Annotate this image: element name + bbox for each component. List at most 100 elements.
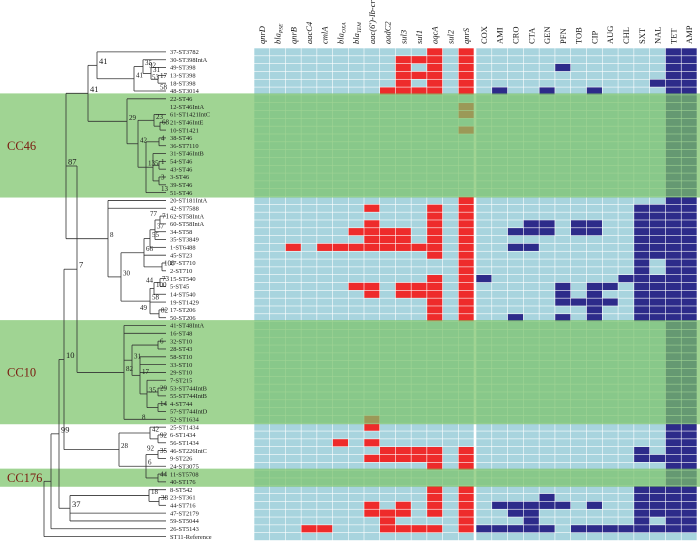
gene-cell <box>317 79 333 87</box>
gene-cell <box>285 517 301 525</box>
gene-cell <box>317 220 333 228</box>
gene-cell <box>395 48 411 56</box>
gene-cell <box>442 48 458 56</box>
gene-cell <box>411 212 427 220</box>
gene-cell <box>348 525 364 533</box>
resistance-cell <box>602 235 618 244</box>
antibiotic-column-label: TOB <box>574 27 584 44</box>
resistance-cell <box>476 454 492 463</box>
gene-cell <box>364 220 380 228</box>
gene-cell <box>458 532 474 541</box>
resistance-cell <box>523 235 539 244</box>
strain-label: ST11-Reference <box>170 534 212 541</box>
resistance-cell <box>586 275 602 283</box>
gene-cell <box>285 235 301 244</box>
resistance-cell <box>476 87 492 95</box>
gene-cell <box>317 501 333 509</box>
resistance-cell <box>539 235 555 244</box>
gene-cell <box>458 493 474 502</box>
gene-cell <box>442 87 458 95</box>
gene-cell <box>285 290 301 298</box>
gene-cell <box>332 454 348 463</box>
gene-column-label: aqcA <box>430 26 440 44</box>
resistance-cell <box>649 501 666 509</box>
resistance-cell <box>523 439 539 447</box>
resistance-cell <box>571 196 587 205</box>
gene-cell <box>348 56 364 64</box>
gene-cell <box>301 259 317 267</box>
gene-cell <box>254 486 270 494</box>
resistance-cell <box>571 56 587 64</box>
bootstrap-value: 18 <box>151 488 159 496</box>
gene-cell <box>348 259 364 267</box>
gene-cell <box>395 509 411 517</box>
gene-cell <box>364 267 380 275</box>
resistance-cell <box>618 525 634 533</box>
resistance-cell <box>476 509 492 517</box>
gene-cell <box>364 423 380 431</box>
resistance-cell <box>649 525 666 533</box>
resistance-cell <box>571 462 587 470</box>
gene-cell <box>285 56 301 64</box>
bootstrap-value: 77 <box>150 210 158 218</box>
gene-cell <box>380 212 396 220</box>
resistance-cell <box>476 63 492 72</box>
gene-cell <box>411 87 427 95</box>
gene-cell <box>301 532 317 541</box>
strain-label: 48-ST3014 <box>170 88 200 95</box>
resistance-cell <box>539 314 555 322</box>
gene-cell <box>411 525 427 533</box>
strain-label: 43-ST46 <box>170 166 192 173</box>
resistance-cell <box>665 454 681 463</box>
resistance-cell <box>555 532 571 541</box>
gene-cell <box>301 87 317 95</box>
resistance-cell <box>555 517 571 525</box>
gene-cell <box>380 48 396 56</box>
resistance-cell <box>555 259 571 267</box>
gene-cell <box>270 282 286 291</box>
resistance-cell <box>665 462 681 470</box>
resistance-cell <box>555 275 571 283</box>
resistance-cell <box>555 439 571 447</box>
strain-label: 25-ST1434 <box>170 424 200 431</box>
resistance-cell <box>539 525 555 533</box>
resistance-cell <box>649 71 666 79</box>
strain-label: 61-ST1421IntC <box>170 112 210 119</box>
gene-cell <box>458 525 474 533</box>
strain-label: 26-ST5143 <box>170 526 199 533</box>
resistance-cell <box>649 509 666 517</box>
strain-label: 14-ST540 <box>170 291 196 298</box>
gene-cell <box>254 282 270 291</box>
gene-cell <box>301 220 317 228</box>
gene-cell <box>254 462 270 470</box>
resistance-cell <box>476 251 492 259</box>
resistance-cell <box>618 87 634 95</box>
resistance-cell <box>681 79 697 87</box>
gene-cell <box>301 517 317 525</box>
gene-cell <box>270 48 286 56</box>
resistance-cell <box>634 282 650 291</box>
resistance-cell <box>586 509 602 517</box>
gene-cell <box>380 235 396 244</box>
gene-cell <box>301 228 317 236</box>
resistance-cell <box>586 259 602 267</box>
resistance-cell <box>602 220 618 228</box>
resistance-cell <box>555 462 571 470</box>
gene-cell <box>254 532 270 541</box>
strain-label: 53-ST744IntB <box>170 385 207 392</box>
resistance-cell <box>476 220 492 228</box>
resistance-cell <box>476 267 492 275</box>
resistance-cell <box>618 220 634 228</box>
gene-cell <box>285 63 301 72</box>
gene-cell <box>427 228 443 236</box>
resistance-cell <box>555 71 571 79</box>
gene-cell <box>317 290 333 298</box>
gene-cell <box>427 298 443 306</box>
gene-cell <box>364 56 380 64</box>
gene-cell <box>458 314 474 322</box>
gene-cell <box>348 306 364 314</box>
bootstrap-value: 35 <box>160 447 168 455</box>
gene-cell <box>395 267 411 275</box>
clonal-complex-labels: CC46 CC10 CC176 <box>7 139 42 485</box>
resistance-cell <box>602 48 618 56</box>
